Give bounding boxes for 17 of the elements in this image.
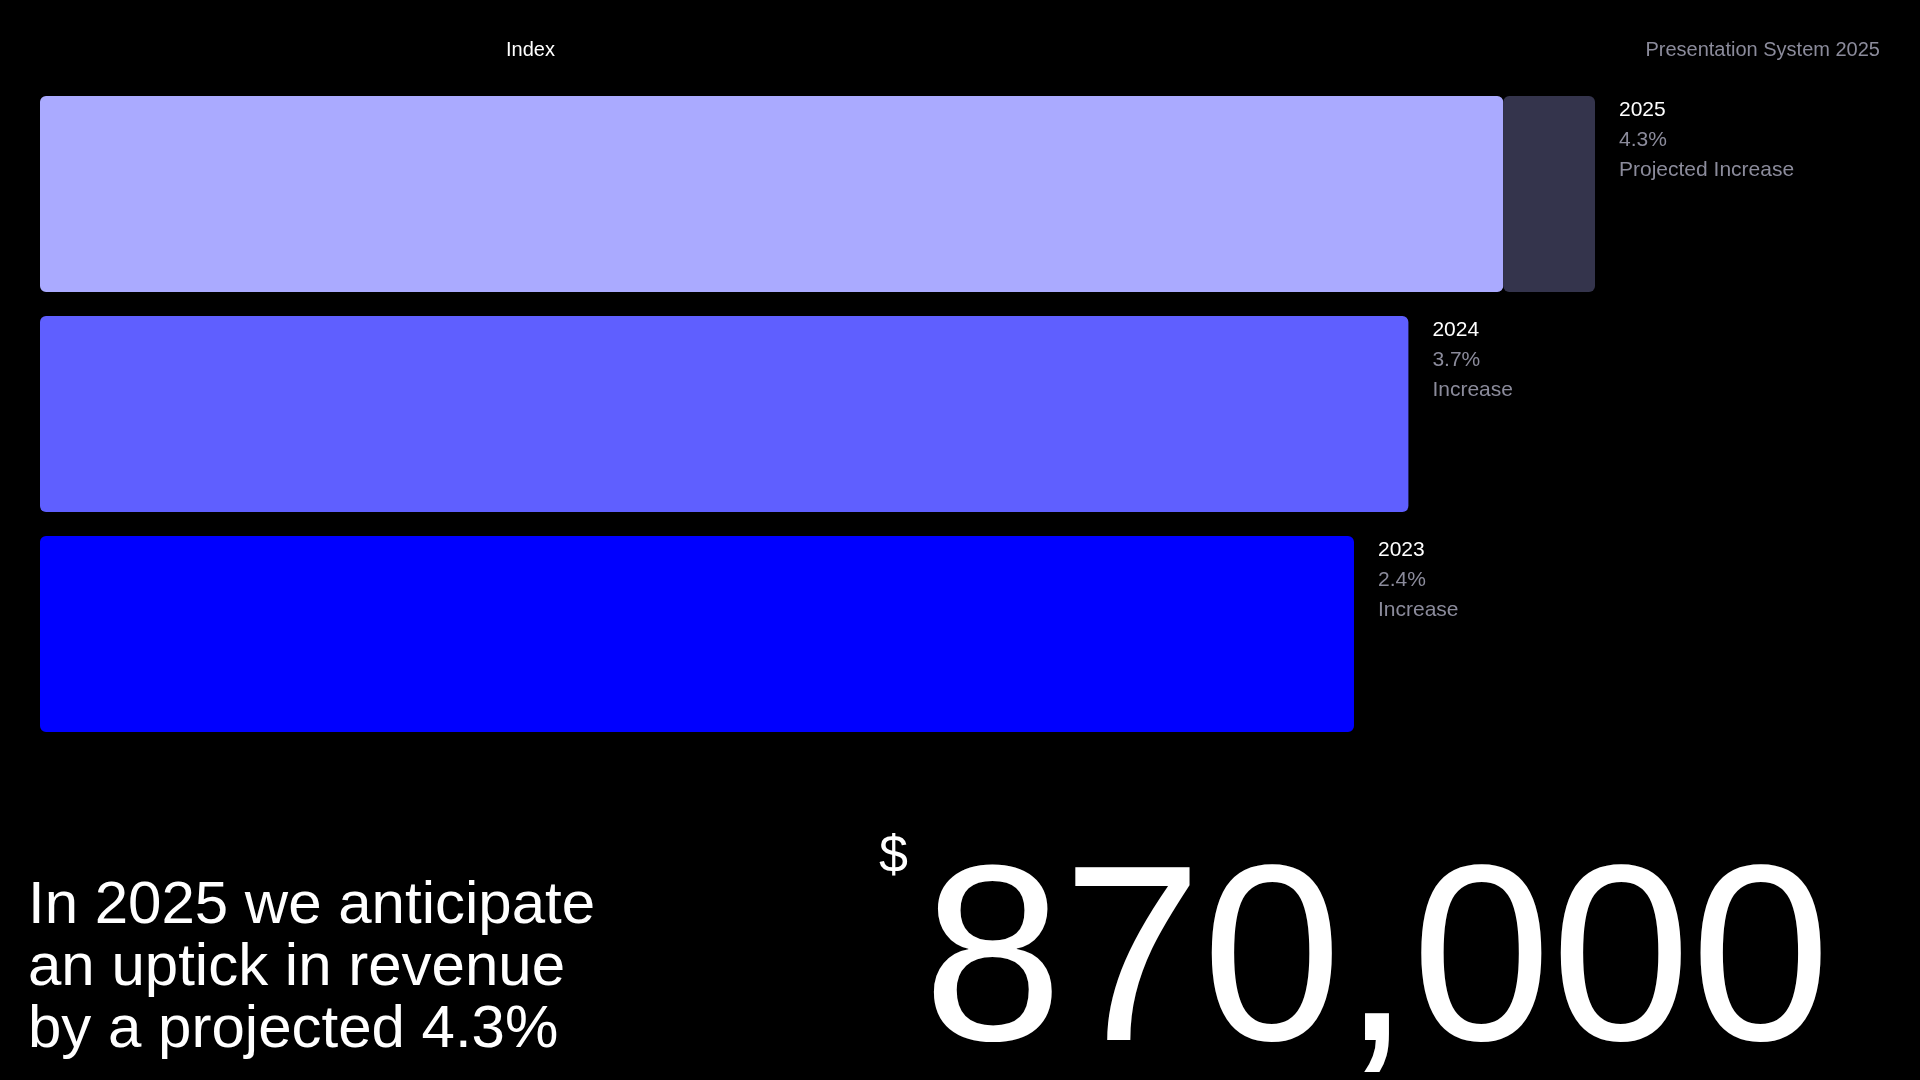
annotation: 4.3% — [1619, 127, 1667, 150]
text: Presentation System 2025 — [1645, 38, 1880, 60]
annotation: Projected Increase — [1619, 157, 1795, 180]
annotation: Increase — [1377, 597, 1459, 620]
y-tick-label: 2025 — [1619, 97, 1666, 120]
text: Index — [506, 38, 555, 60]
y-tick-label: 2024 — [1432, 317, 1480, 340]
text: $870,000 — [879, 813, 1831, 1080]
bar — [40, 96, 1504, 292]
y-tick-label: 2023 — [1377, 537, 1425, 560]
bar — [40, 536, 1354, 732]
bar — [40, 316, 1409, 512]
annotation: 3.7% — [1432, 347, 1481, 370]
annotation: 2.4% — [1377, 567, 1426, 590]
annotation: Increase — [1432, 377, 1513, 400]
bar — [1503, 96, 1595, 292]
text: In 2025 we anticipate an uptick in revenue by a projected 4.3% — [28, 869, 597, 1060]
